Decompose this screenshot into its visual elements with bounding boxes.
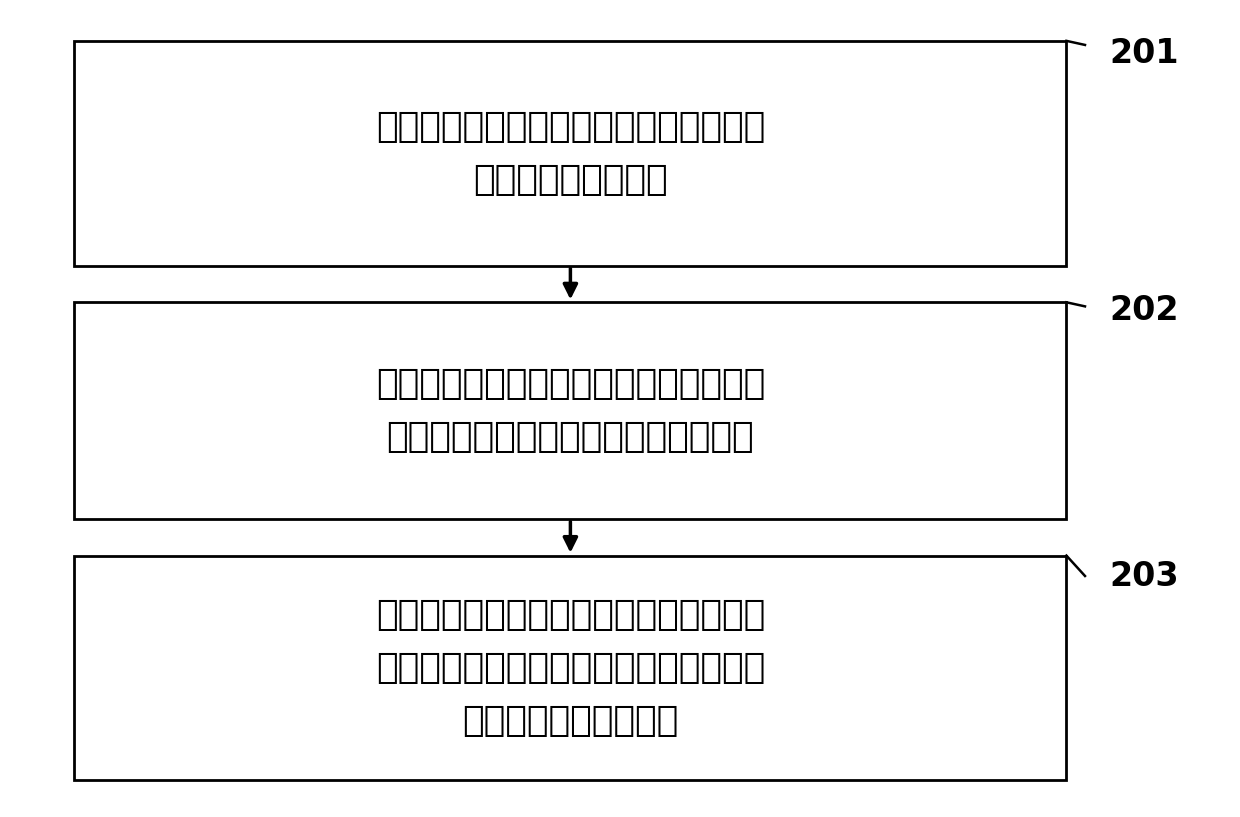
Text: 若未接收到来自第二电子设备上传的尿检
报告，则向第二电子设备发送第一消息: 若未接收到来自第二电子设备上传的尿检 报告，则向第二电子设备发送第一消息 [376, 367, 765, 454]
FancyBboxPatch shape [74, 556, 1066, 780]
Text: 201: 201 [1110, 37, 1179, 69]
Text: 203: 203 [1110, 560, 1179, 592]
FancyBboxPatch shape [74, 41, 1066, 266]
Text: 202: 202 [1110, 294, 1179, 327]
FancyBboxPatch shape [74, 302, 1066, 519]
Text: 检测是否接收到吸毒人员关联的第二电子
设备上传的尿检报告: 检测是否接收到吸毒人员关联的第二电子 设备上传的尿检报告 [376, 109, 765, 197]
Text: 若在预设时间内未接收到第二电子设备上
传的尿检报告，则向监管人员关联的第三
电子设备发送第二消息: 若在预设时间内未接收到第二电子设备上 传的尿检报告，则向监管人员关联的第三 电子… [376, 598, 765, 738]
